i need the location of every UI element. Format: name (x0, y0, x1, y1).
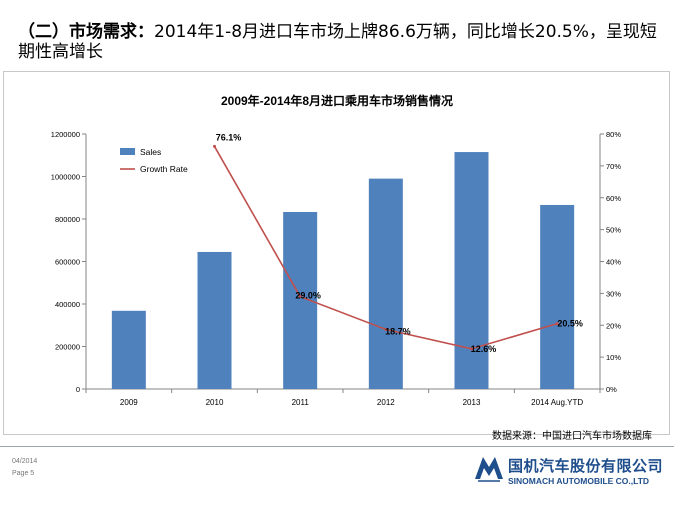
growth-rate-point (298, 295, 302, 299)
x-tick-label: 2011 (292, 398, 310, 407)
x-tick-label: 2009 (120, 398, 138, 407)
x-tick-label: 2010 (206, 398, 224, 407)
growth-rate-point (384, 327, 388, 331)
left-tick-label: 0 (76, 385, 80, 394)
left-tick-label: 600000 (55, 258, 80, 267)
growth-rate-point (470, 347, 473, 351)
footer-date: 04/2014 (12, 458, 38, 465)
headline-lead: （二）市场需求： (18, 22, 154, 42)
sales-bar (540, 204, 575, 389)
right-tick-label: 20% (606, 321, 621, 330)
growth-rate-data-label: 76.1% (216, 132, 242, 142)
headline: （二）市场需求：2014年1-8月进口车市场上牌86.6万辆，同比增长20.5%… (18, 22, 658, 62)
brand-name-cn: 国机汽车股份有限公司 (508, 457, 664, 475)
growth-rate-data-label: 12.6% (471, 344, 497, 354)
left-tick-label: 400000 (55, 300, 80, 309)
footer-page-number: Page 5 (12, 470, 35, 477)
left-tick-label: 1200000 (51, 130, 80, 139)
left-tick-label: 1000000 (51, 173, 80, 182)
right-tick-label: 80% (606, 130, 621, 139)
right-tick-label: 50% (606, 226, 621, 235)
right-tick-label: 40% (606, 258, 621, 267)
growth-rate-data-label: 29.0% (295, 291, 321, 301)
headline-text: 2014年1-8月进口车市场上牌86.6万辆，同比增长20.5%，呈现短期性高增… (18, 22, 657, 62)
right-tick-label: 30% (606, 289, 621, 298)
growth-rate-point (213, 144, 216, 148)
x-tick-label: 2014 Aug.YTD (531, 398, 583, 407)
right-tick-label: 10% (606, 353, 621, 362)
footer-divider (0, 446, 674, 447)
legend-sales-swatch (120, 148, 135, 155)
chart-frame (3, 71, 670, 435)
right-tick-label: 70% (606, 162, 621, 171)
x-tick-label: 2013 (463, 398, 481, 407)
left-tick-label: 800000 (55, 215, 80, 224)
right-tick-label: 0% (606, 385, 617, 394)
sales-bar (111, 310, 146, 389)
growth-rate-data-label: 18.7% (385, 326, 411, 336)
growth-rate-point (555, 322, 559, 326)
chart-title: 2009年-2014年8月进口乘用车市场销售情况 (220, 94, 454, 108)
source-note: 数据来源：中国进口汽车市场数据库 (492, 431, 652, 442)
x-tick-label: 2012 (377, 398, 395, 407)
sales-bar (197, 251, 232, 389)
right-tick-label: 60% (606, 194, 621, 203)
growth-rate-data-label: 20.5% (557, 319, 583, 329)
brand-name-en: SINOMACH AUTOMOBILE CO.,LTD (508, 476, 650, 486)
legend-sales-label: Sales (140, 147, 161, 157)
sinomach-logo-icon (475, 457, 503, 482)
left-tick-label: 200000 (55, 343, 80, 352)
sales-bar (368, 178, 403, 389)
combo-chart: 0 200000 400000 600000 800000 1000000 1200000 0… (51, 130, 622, 407)
legend-growth-label: Growth Rate (140, 164, 188, 174)
